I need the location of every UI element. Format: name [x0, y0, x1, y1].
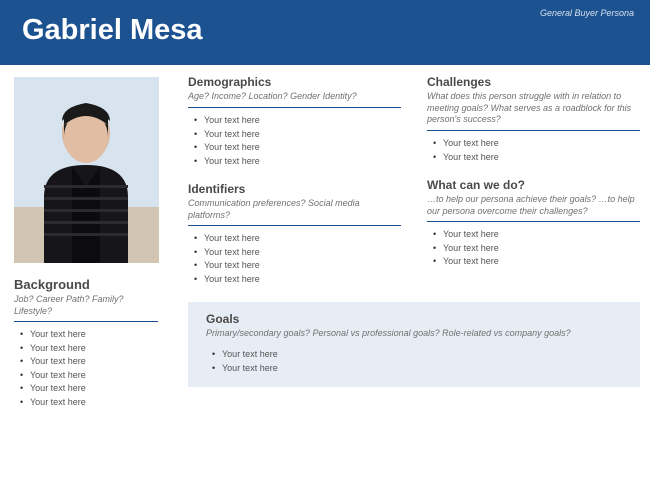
list-item: Your text here: [192, 141, 401, 155]
header: General Buyer Persona Gabriel Mesa: [0, 0, 650, 65]
list-item: Your text here: [431, 151, 640, 165]
section-subtitle: Age? Income? Location? Gender Identity?: [188, 91, 401, 103]
content: Background Job? Career Path? Family? Lif…: [0, 65, 650, 423]
main: Demographics Age? Income? Location? Gend…: [170, 65, 650, 423]
section-title: Challenges: [427, 75, 640, 89]
section-rule: [427, 221, 640, 222]
bullet-list: Your text hereYour text hereYour text he…: [427, 228, 640, 269]
list-item: Your text here: [210, 362, 622, 376]
section-subtitle: Communication preferences? Social media …: [188, 198, 401, 221]
section-rule: [188, 225, 401, 226]
list-item: Your text here: [18, 328, 158, 342]
section-rule: [14, 321, 158, 322]
sidebar: Background Job? Career Path? Family? Lif…: [0, 65, 170, 423]
persona-name: Gabriel Mesa: [22, 14, 628, 47]
section-what-can-we-do: What can we do? …to help our persona ach…: [427, 178, 640, 269]
list-item: Your text here: [192, 232, 401, 246]
list-item: Your text here: [192, 128, 401, 142]
list-item: Your text here: [192, 259, 401, 273]
section-challenges: Challenges What does this person struggl…: [427, 75, 640, 164]
bullet-list: Your text hereYour text here: [427, 137, 640, 164]
bullet-list: Your text hereYour text here: [206, 348, 622, 375]
list-item: Your text here: [192, 155, 401, 169]
section-subtitle: What does this person struggle with in r…: [427, 91, 640, 126]
list-item: Your text here: [18, 369, 158, 383]
list-item: Your text here: [18, 355, 158, 369]
section-title: Goals: [206, 312, 622, 326]
list-item: Your text here: [192, 114, 401, 128]
list-item: Your text here: [18, 382, 158, 396]
section-identifiers: Identifiers Communication preferences? S…: [188, 182, 401, 286]
two-column: Demographics Age? Income? Location? Gend…: [188, 75, 640, 300]
section-title: What can we do?: [427, 178, 640, 192]
section-title: Background: [14, 277, 158, 292]
right-column: Challenges What does this person struggl…: [427, 75, 640, 300]
section-title: Identifiers: [188, 182, 401, 196]
header-subtitle: General Buyer Persona: [540, 8, 634, 18]
list-item: Your text here: [431, 228, 640, 242]
list-item: Your text here: [192, 246, 401, 260]
list-item: Your text here: [192, 273, 401, 287]
left-column: Demographics Age? Income? Location? Gend…: [188, 75, 401, 300]
list-item: Your text here: [18, 342, 158, 356]
section-goals: Goals Primary/secondary goals? Personal …: [188, 302, 640, 387]
section-rule: [427, 130, 640, 131]
section-background: Background Job? Career Path? Family? Lif…: [14, 277, 158, 409]
section-subtitle: …to help our persona achieve their goals…: [427, 194, 640, 217]
list-item: Your text here: [431, 137, 640, 151]
bullet-list: Your text hereYour text hereYour text he…: [14, 328, 158, 409]
section-title: Demographics: [188, 75, 401, 89]
bullet-list: Your text hereYour text hereYour text he…: [188, 114, 401, 168]
bullet-list: Your text hereYour text hereYour text he…: [188, 232, 401, 286]
list-item: Your text here: [18, 396, 158, 410]
list-item: Your text here: [431, 242, 640, 256]
section-demographics: Demographics Age? Income? Location? Gend…: [188, 75, 401, 168]
section-subtitle: Job? Career Path? Family? Lifestyle?: [14, 294, 158, 317]
section-rule: [188, 107, 401, 108]
persona-photo: [14, 77, 159, 263]
list-item: Your text here: [431, 255, 640, 269]
section-subtitle: Primary/secondary goals? Personal vs pro…: [206, 328, 622, 340]
list-item: Your text here: [210, 348, 622, 362]
